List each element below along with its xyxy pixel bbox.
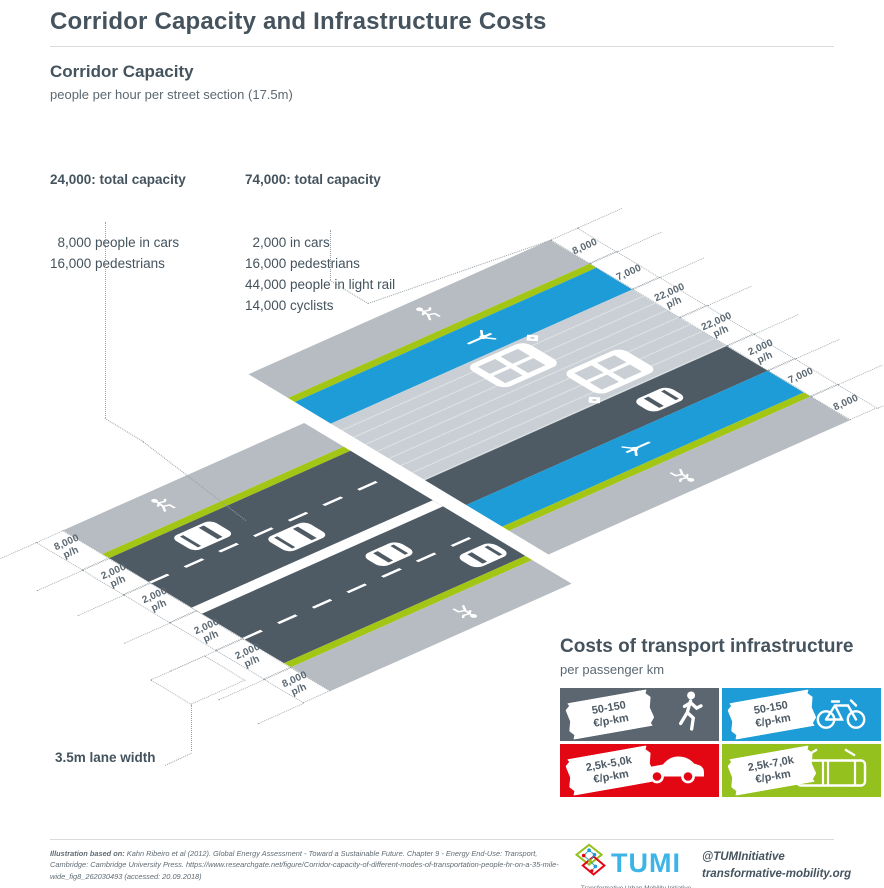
capacity-item: 8,000 people in cars [50,235,180,250]
leader-lanewidth-diagonal [165,752,192,766]
cost-tile-car: 2,5k-5,0k €/p-km [560,744,719,797]
pedestrian-icon [142,494,189,518]
pedestrian-icon [657,463,704,487]
car-icon [355,537,418,569]
capacity-total-label: 74,000: total capacity [245,172,381,187]
cost-tile-walking: 50-150 €/p-km [560,688,719,741]
van-icon [169,519,241,556]
price-tag: 50-150 €/p-km [726,689,817,740]
social-handle: @TUMInitiative [702,851,785,863]
street-section-24k [63,422,572,691]
measure-ray [0,542,37,564]
title-divider [50,46,834,47]
tumi-logo-icon [572,843,608,884]
measure-ray [753,314,799,335]
footer-divider [50,839,834,840]
measure-ray [706,286,752,307]
leader-lanewidth-vertical [191,705,192,751]
pantograph-diamond-icon [588,396,601,404]
measure-ray [123,622,171,644]
attribution-text: Illustration based on: Kahn Ribeiro et a… [50,848,562,882]
leader-24k-cross [104,418,144,443]
corridor-capacity-heading: Corridor Capacity [50,62,194,81]
attribution-body: Kahn Ribeiro et al (2012). Global Energy… [50,849,559,881]
capacity-item: 16,000 pedestrians [50,256,165,271]
costs-subtitle: per passenger km [560,662,665,677]
measure-ray [577,208,623,229]
capacity-block-24000: 24,000: total capacity 8,000 people in c… [50,127,186,274]
car-icon [626,382,689,414]
cost-tile-tram: 2,5k-7,0k €/p-km [722,744,881,797]
social-website: transformative-mobility.org [702,867,852,880]
leader-74k-vertical [330,230,331,280]
tumi-logo-tagline: Transformative Urban Mobility Initiative [572,885,700,888]
measure-ray [257,703,304,725]
capacity-item: 44,000 people in light rail [245,277,396,292]
price-tag: 50-150 €/p-km [564,689,655,740]
tram-icon [795,747,867,794]
walking-icon [675,690,705,739]
measure-ray [795,339,840,360]
corridor-capacity-subtitle: people per hour per street section (17.5… [50,87,293,102]
attribution-prefix: Illustration based on: [50,849,125,858]
car-icon [449,538,512,570]
capacity-item: 16,000 pedestrians [245,256,360,271]
measure-ray [837,364,883,385]
tumi-logo: TUMI Transformative Urban Mobility Initi… [572,843,702,888]
measure-ray [616,231,662,253]
page-title: Corridor Capacity and Infrastructure Cos… [50,8,547,35]
social-links: @TUMInitiative transformative-mobility.o… [702,849,851,882]
tumi-logo-word: TUMI [611,848,681,878]
street-section-74k [248,240,850,555]
cyclist-icon [615,433,666,459]
leader-24k-vertical [105,222,106,418]
tram-icon [560,346,664,399]
measure-ray [36,570,83,592]
measure-ray [877,388,884,409]
capacity-total-label: 24,000: total capacity [50,172,186,187]
pedestrian-icon [407,302,454,326]
costs-title: Costs of transport infrastructure [560,636,854,657]
pedestrian-icon [440,599,487,623]
car-icon [641,752,705,789]
van-icon [263,520,335,557]
capacity-block-74000: 74,000: total capacity 2,000 in cars 16,0… [245,127,395,316]
lane-width-cell [149,655,246,705]
lane-width-label: 3.5m lane width [55,750,156,765]
cyclist-icon [452,327,503,353]
capacity-item: 14,000 cyclists [245,298,334,313]
cycling-icon [815,694,867,735]
measure-ray [659,257,705,278]
pantograph-diamond-icon [526,334,539,342]
measure-ray [77,595,124,616]
capacity-item: 2,000 in cars [245,235,330,250]
tram-icon [463,340,567,393]
cost-tile-cycling: 50-150 €/p-km [722,688,881,741]
costs-tiles: 50-150 €/p-km 50-150 €/p-km 2,5k-5,0k €/p-km 2… [560,688,882,797]
